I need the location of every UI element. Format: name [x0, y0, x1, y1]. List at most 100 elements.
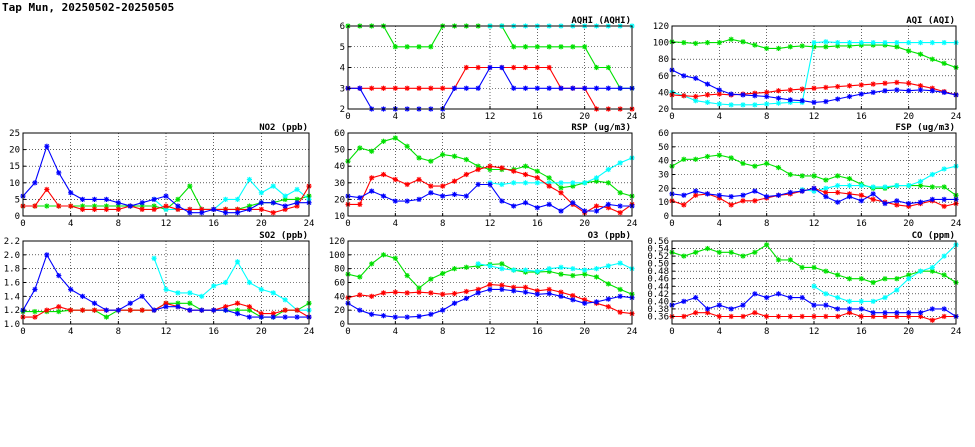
data-point: [605, 304, 611, 310]
x-tick-label: 20: [903, 327, 914, 337]
x-tick-label: 24: [951, 219, 962, 229]
data-point: [222, 304, 229, 310]
data-point: [941, 306, 947, 312]
data-point: [428, 190, 434, 196]
data-point: [392, 255, 398, 261]
data-point: [605, 281, 611, 287]
series-line: [813, 244, 957, 302]
data-point: [127, 203, 133, 209]
y-tick-label: 1.6: [4, 279, 20, 289]
x-tick-label: 20: [579, 112, 590, 122]
data-point: [846, 310, 853, 316]
data-point: [404, 85, 410, 91]
data-point: [716, 40, 722, 46]
data-point: [681, 73, 687, 79]
data-point: [835, 306, 841, 312]
data-point: [451, 191, 458, 198]
series-line: [347, 183, 632, 212]
data-point: [294, 307, 300, 313]
data-point: [522, 171, 529, 178]
data-point: [787, 87, 793, 93]
x-tick-label: 8: [764, 219, 769, 229]
y-tick-label: 120: [329, 237, 345, 247]
data-point: [593, 85, 600, 91]
data-point: [617, 190, 623, 196]
data-point: [440, 183, 446, 189]
data-point: [416, 176, 422, 183]
data-point: [151, 206, 157, 212]
data-point: [68, 203, 74, 209]
y-tick-label: 1.8: [4, 265, 20, 275]
data-point: [941, 253, 947, 259]
data-point: [103, 206, 110, 212]
data-point: [546, 175, 552, 181]
data-point: [511, 64, 517, 71]
x-tick-label: 20: [256, 219, 267, 229]
data-point: [882, 88, 888, 94]
data-point: [582, 267, 588, 273]
data-point: [404, 44, 410, 50]
data-point: [558, 180, 564, 186]
data-point: [451, 153, 458, 159]
data-point: [582, 300, 588, 306]
data-point: [846, 40, 853, 46]
data-point: [246, 279, 253, 286]
data-point: [475, 181, 481, 188]
data-point: [764, 242, 770, 248]
data-point: [282, 314, 288, 320]
data-point: [906, 48, 912, 54]
data-point: [858, 276, 864, 282]
data-point: [823, 39, 829, 45]
data-point: [440, 270, 446, 277]
data-point: [728, 249, 734, 255]
y-tick-label: 5: [15, 195, 20, 205]
x-tick-label: 8: [440, 327, 445, 337]
chart-title: AQHI (AQHI): [571, 16, 631, 26]
data-point: [728, 202, 734, 208]
data-point: [79, 307, 86, 313]
data-point: [811, 173, 817, 179]
data-point: [175, 290, 181, 296]
data-point: [380, 138, 387, 144]
x-tick-label: 4: [393, 219, 398, 229]
data-point: [511, 44, 517, 50]
data-point: [716, 87, 722, 93]
data-point: [870, 40, 876, 46]
data-point: [475, 290, 481, 296]
data-point: [681, 192, 687, 198]
data-point: [870, 279, 876, 286]
data-point: [582, 208, 588, 214]
data-point: [764, 194, 770, 200]
data-point: [56, 308, 62, 315]
data-point: [775, 313, 782, 320]
y-tick-label: 0.44: [647, 282, 669, 292]
y-tick-label: 60: [658, 129, 669, 139]
data-point: [617, 309, 623, 315]
data-point: [369, 293, 375, 299]
data-point: [463, 64, 469, 71]
chart-title: CO (ppm): [912, 231, 955, 241]
data-point: [463, 156, 469, 163]
data-point: [941, 196, 947, 202]
x-tick-label: 24: [627, 112, 638, 122]
data-point: [139, 206, 145, 212]
chart-title: AQI (AQI): [906, 16, 955, 26]
data-point: [451, 266, 458, 272]
data-point: [823, 84, 829, 91]
data-point: [56, 304, 62, 310]
data-point: [392, 289, 398, 295]
data-point: [681, 93, 687, 99]
data-point: [917, 268, 924, 274]
data-point: [775, 164, 782, 171]
data-point: [246, 176, 253, 183]
x-tick-label: 4: [717, 327, 722, 337]
data-point: [929, 88, 935, 94]
data-point: [929, 40, 935, 46]
data-point: [499, 165, 505, 171]
y-tick-label: 3: [340, 84, 345, 94]
data-point: [811, 99, 817, 105]
data-point: [823, 302, 829, 308]
data-point: [929, 306, 935, 312]
data-point: [846, 276, 853, 282]
data-point: [787, 257, 793, 263]
